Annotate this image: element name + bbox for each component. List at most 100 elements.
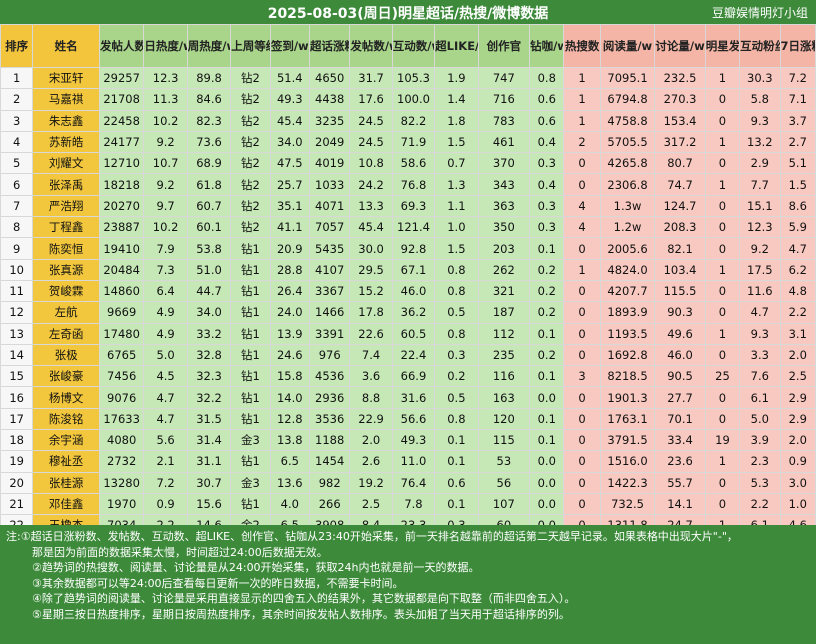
cell-interactions: 76.8: [391, 173, 436, 196]
cell-posts: 45.4: [349, 216, 393, 239]
cell-discussions: 23.6: [654, 450, 706, 473]
cell-reads: 2005.6: [599, 237, 656, 260]
cell-reads: 4265.8: [599, 152, 656, 175]
cell-rank: 19: [0, 450, 34, 473]
cell-discussions: 208.3: [654, 216, 706, 239]
cell-checkin: 28.8: [269, 258, 310, 281]
cell-checkin: 20.9: [269, 237, 310, 260]
cell-daily-heat: 4.7: [143, 386, 188, 409]
cell-daily-heat: 10.2: [143, 109, 188, 132]
cell-seven-day-growth: 2.9: [779, 407, 816, 431]
header-fan-growth: 超话涨粉: [308, 24, 351, 68]
cell-posters: 23887: [98, 216, 145, 239]
cell-star-posts: 0: [704, 471, 741, 494]
cell-interactive-fans: 4.7: [739, 301, 781, 324]
cell-fan-growth: 3235: [308, 109, 351, 132]
table-row: 18 余宇涵 4080 5.6 31.4 金3 13.8 1188 2.0 49.3 0.1 115 0…: [0, 429, 816, 452]
cell-interactions: 71.9: [391, 130, 436, 154]
cell-diamond: 0.3: [529, 216, 565, 239]
cell-checkin: 26.4: [269, 279, 310, 303]
header-star-posts: 明星发博: [704, 24, 741, 68]
cell-fan-growth: 4107: [308, 258, 351, 281]
cell-last-week-level: 金3: [230, 429, 271, 452]
cell-super-like: 0.8: [434, 258, 479, 281]
cell-diamond: 0.2: [529, 258, 565, 281]
cell-interactive-fans: 17.5: [739, 258, 781, 281]
cell-interactions: 121.4: [391, 216, 436, 239]
table-row: 5 刘耀文 12710 10.7 68.9 钻2 47.5 4019 10.8 58.6 0.7 37…: [0, 152, 816, 175]
cell-daily-heat: 9.7: [143, 194, 188, 218]
cell-fan-growth: 5435: [308, 237, 351, 260]
cell-interactive-fans: 11.6: [739, 279, 781, 303]
cell-last-week-level: 钻1: [230, 450, 271, 473]
cell-creators: 321: [477, 279, 531, 303]
cell-posters: 20484: [98, 258, 145, 281]
cell-weekly-heat: 60.1: [186, 216, 232, 239]
table-row: 1 宋亚轩 29257 12.3 89.8 钻2 51.4 4650 31.7 105.3 1.9 7…: [0, 66, 816, 90]
cell-daily-heat: 9.2: [143, 173, 188, 196]
cell-fan-growth: 1033: [308, 173, 351, 196]
cell-rank: 21: [0, 492, 34, 516]
cell-posters: 17633: [98, 407, 145, 431]
cell-star-posts: 1: [704, 450, 741, 473]
cell-interactions: 67.1: [391, 258, 436, 281]
cell-star-posts: 0: [704, 194, 741, 218]
cell-creators: 203: [477, 237, 531, 260]
cell-daily-heat: 7.2: [143, 471, 188, 494]
cell-interactive-fans: 5.3: [739, 471, 781, 494]
cell-posts: 19.2: [349, 471, 393, 494]
cell-seven-day-growth: 2.5: [779, 365, 816, 388]
footnotes: 注:①超话日涨粉数、发帖数、互动数、超LIKE、创作官、钻咖从23:40开始采集…: [0, 525, 816, 644]
cell-diamond: 0.2: [529, 301, 565, 324]
cell-discussions: 232.5: [654, 66, 706, 90]
table-row: 20 张桂源 13280 7.2 30.7 金3 13.6 982 19.2 76.4 0.6 56 0…: [0, 471, 816, 494]
cell-hot-search: 0: [563, 407, 601, 431]
cell-posts: 24.5: [349, 109, 393, 132]
cell-checkin: 45.4: [269, 109, 310, 132]
cell-weekly-heat: 73.6: [186, 130, 232, 154]
cell-seven-day-growth: 7.2: [779, 66, 816, 90]
cell-super-like: 1.5: [434, 130, 479, 154]
cell-posters: 4080: [98, 429, 145, 452]
cell-interactions: 49.3: [391, 429, 436, 452]
cell-creators: 262: [477, 258, 531, 281]
cell-posts: 17.6: [349, 88, 393, 111]
cell-star-posts: 19: [704, 429, 741, 452]
cell-reads: 1.3w: [599, 194, 656, 218]
cell-name: 刘耀文: [32, 152, 100, 175]
cell-name: 张峻豪: [32, 365, 100, 388]
cell-diamond: 0.1: [529, 322, 565, 345]
cell-fan-growth: 3367: [308, 279, 351, 303]
cell-checkin: 35.1: [269, 194, 310, 218]
cell-diamond: 0.0: [529, 450, 565, 473]
table-row: 16 杨博文 9076 4.7 32.2 钻1 14.0 2936 8.8 31.6 0.5 163 0…: [0, 386, 816, 409]
cell-interactions: 76.4: [391, 471, 436, 494]
cell-fan-growth: 4536: [308, 365, 351, 388]
cell-super-like: 0.1: [434, 492, 479, 516]
cell-creators: 53: [477, 450, 531, 473]
cell-creators: 235: [477, 343, 531, 367]
cell-last-week-level: 钻1: [230, 279, 271, 303]
cell-posters: 1970: [98, 492, 145, 516]
cell-last-week-level: 金3: [230, 471, 271, 494]
cell-seven-day-growth: 3.7: [779, 109, 816, 132]
cell-weekly-heat: 32.3: [186, 365, 232, 388]
cell-hot-search: 1: [563, 66, 601, 90]
cell-last-week-level: 钻1: [230, 365, 271, 388]
cell-super-like: 1.9: [434, 66, 479, 90]
cell-creators: 187: [477, 301, 531, 324]
header-rank: 排序: [0, 24, 34, 68]
cell-daily-heat: 12.3: [143, 66, 188, 90]
cell-rank: 17: [0, 407, 34, 431]
cell-name: 朱志鑫: [32, 109, 100, 132]
cell-weekly-heat: 31.4: [186, 429, 232, 452]
cell-weekly-heat: 68.9: [186, 152, 232, 175]
cell-posters: 21708: [98, 88, 145, 111]
cell-weekly-heat: 84.6: [186, 88, 232, 111]
cell-interactions: 11.0: [391, 450, 436, 473]
cell-creators: 370: [477, 152, 531, 175]
cell-star-posts: 0: [704, 152, 741, 175]
cell-diamond: 0.1: [529, 365, 565, 388]
cell-last-week-level: 钻1: [230, 258, 271, 281]
cell-discussions: 27.7: [654, 386, 706, 409]
